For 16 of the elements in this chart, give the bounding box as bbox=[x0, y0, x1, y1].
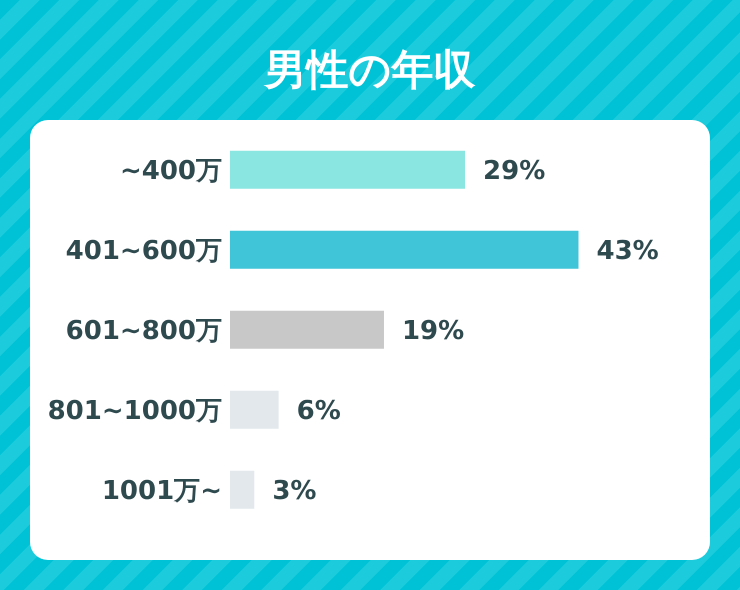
y-tick-label: ~400万 bbox=[120, 156, 222, 186]
bar bbox=[230, 470, 254, 509]
bar bbox=[230, 310, 384, 349]
data-label: 43% bbox=[596, 236, 659, 266]
data-label: 6% bbox=[296, 396, 341, 426]
bar bbox=[230, 390, 279, 429]
data-label: 19% bbox=[402, 316, 464, 346]
y-tick-label: 601~800万 bbox=[66, 316, 222, 346]
data-label: 29% bbox=[483, 156, 546, 186]
y-tick-label: 1001万~ bbox=[102, 476, 222, 506]
data-label: 3% bbox=[272, 476, 316, 506]
bar bbox=[230, 150, 466, 189]
bar bbox=[230, 230, 578, 269]
y-tick-label: 401~600万 bbox=[66, 236, 222, 266]
chart-title: 男性の年収 bbox=[262, 44, 476, 96]
y-tick-label: 801~1000万 bbox=[48, 396, 222, 426]
